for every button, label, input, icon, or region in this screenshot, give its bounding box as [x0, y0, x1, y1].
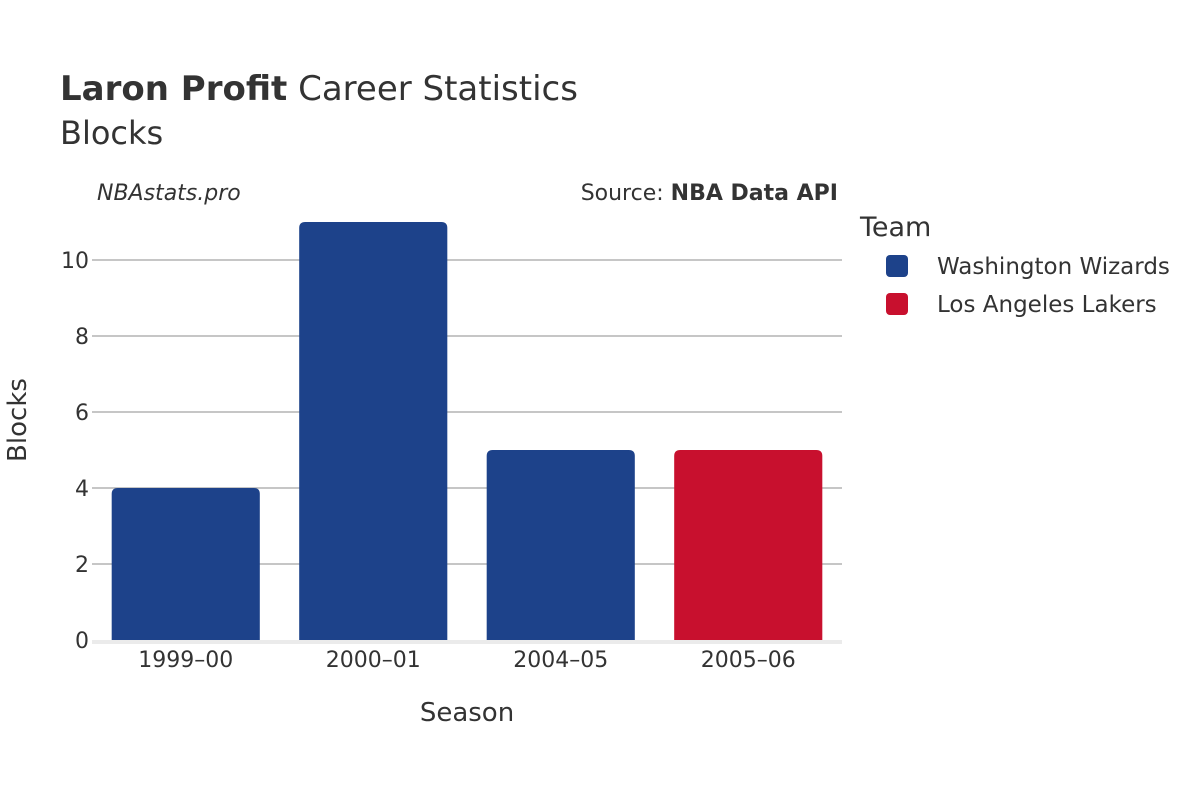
legend-items: Washington Wizards Los Angeles Lakers [886, 254, 1170, 318]
y-tick-label: 4 [75, 477, 89, 502]
chart-title-player: Laron Profit [60, 69, 287, 109]
chart-subtitle: Blocks [60, 114, 163, 152]
watermark: NBAstats.pro [97, 181, 241, 206]
source-prefix: Source: [581, 181, 671, 206]
x-tick-label: 2004–05 [513, 648, 608, 673]
y-axis-ticks: 0 2 4 6 8 10 [61, 249, 89, 654]
bar-2000–01 [299, 222, 448, 640]
y-axis-title: Blocks [3, 378, 33, 462]
x-tick-label: 2000–01 [326, 648, 421, 673]
legend-title: Team [859, 212, 931, 243]
x-axis-baseline [92, 640, 842, 644]
x-tick-label: 2005–06 [701, 648, 796, 673]
x-tick-label: 1999–00 [138, 648, 233, 673]
y-tick-label: 0 [75, 629, 89, 654]
y-tick-label: 8 [75, 325, 89, 350]
bar-1999–00 [111, 488, 260, 640]
bar-2005–06 [674, 450, 823, 640]
chart-title: Laron Profit Career Statistics [60, 69, 578, 109]
legend-swatch [886, 255, 908, 277]
bar-2004–05 [486, 450, 635, 640]
legend-label: Washington Wizards [937, 254, 1170, 280]
legend-label: Los Angeles Lakers [937, 292, 1157, 318]
x-axis-ticks: 1999–00 2000–01 2004–05 2005–06 [138, 648, 795, 673]
y-tick-label: 10 [61, 249, 89, 274]
chart-title-suffix: Career Statistics [298, 69, 578, 109]
y-tick-label: 2 [75, 553, 89, 578]
source-credit: Source: NBA Data API [581, 181, 838, 206]
source-name: NBA Data API [671, 181, 838, 206]
legend: Team Washington Wizards Los Angeles Laker… [859, 212, 1170, 318]
x-axis-title: Season [420, 698, 514, 728]
y-tick-label: 6 [75, 401, 89, 426]
bars [111, 222, 823, 640]
legend-swatch [886, 293, 908, 315]
